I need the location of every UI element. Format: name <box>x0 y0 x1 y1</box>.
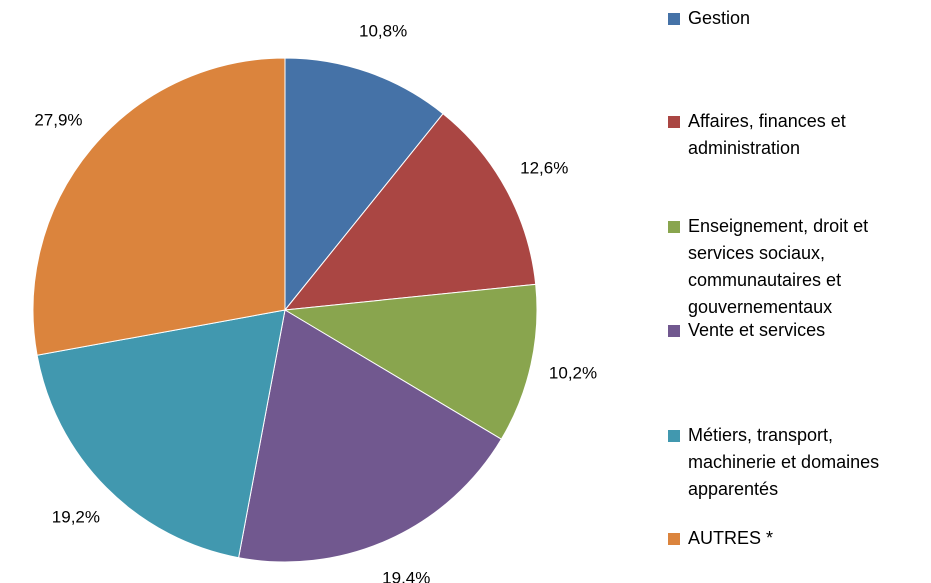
data-label: 10,2% <box>549 363 597 382</box>
data-label: 10,8% <box>359 21 407 40</box>
legend-label: Enseignement, droit et services sociaux,… <box>688 216 869 317</box>
legend-swatch <box>668 116 680 128</box>
legend-swatch <box>668 13 680 25</box>
legend-swatch <box>668 221 680 233</box>
legend-label: Vente et services <box>688 320 826 340</box>
pie-slice <box>283 283 538 440</box>
legend-label: AUTRES * <box>688 528 774 548</box>
pie-slice <box>238 309 503 563</box>
pie-slice <box>283 113 537 311</box>
legend-swatch <box>668 430 680 442</box>
data-label: 19,4% <box>382 568 430 583</box>
legend-swatch <box>668 325 680 337</box>
pie-slice <box>32 57 286 356</box>
data-label: 12,6% <box>520 159 568 178</box>
legend-label: Affaires, finances et administration <box>688 111 846 158</box>
data-label: 19,2% <box>52 508 100 527</box>
data-label: 27,9% <box>34 111 82 130</box>
legend-label: Métiers, transport, machinerie et domain… <box>688 425 880 499</box>
legend-swatch <box>668 533 680 545</box>
legend-label: Gestion <box>688 8 751 28</box>
pie-slice <box>284 57 444 312</box>
chart: 10,8% 12,6% 10,2% 19,4% 19,2% 27,9% <box>32 21 597 583</box>
pie-slice <box>36 309 286 559</box>
